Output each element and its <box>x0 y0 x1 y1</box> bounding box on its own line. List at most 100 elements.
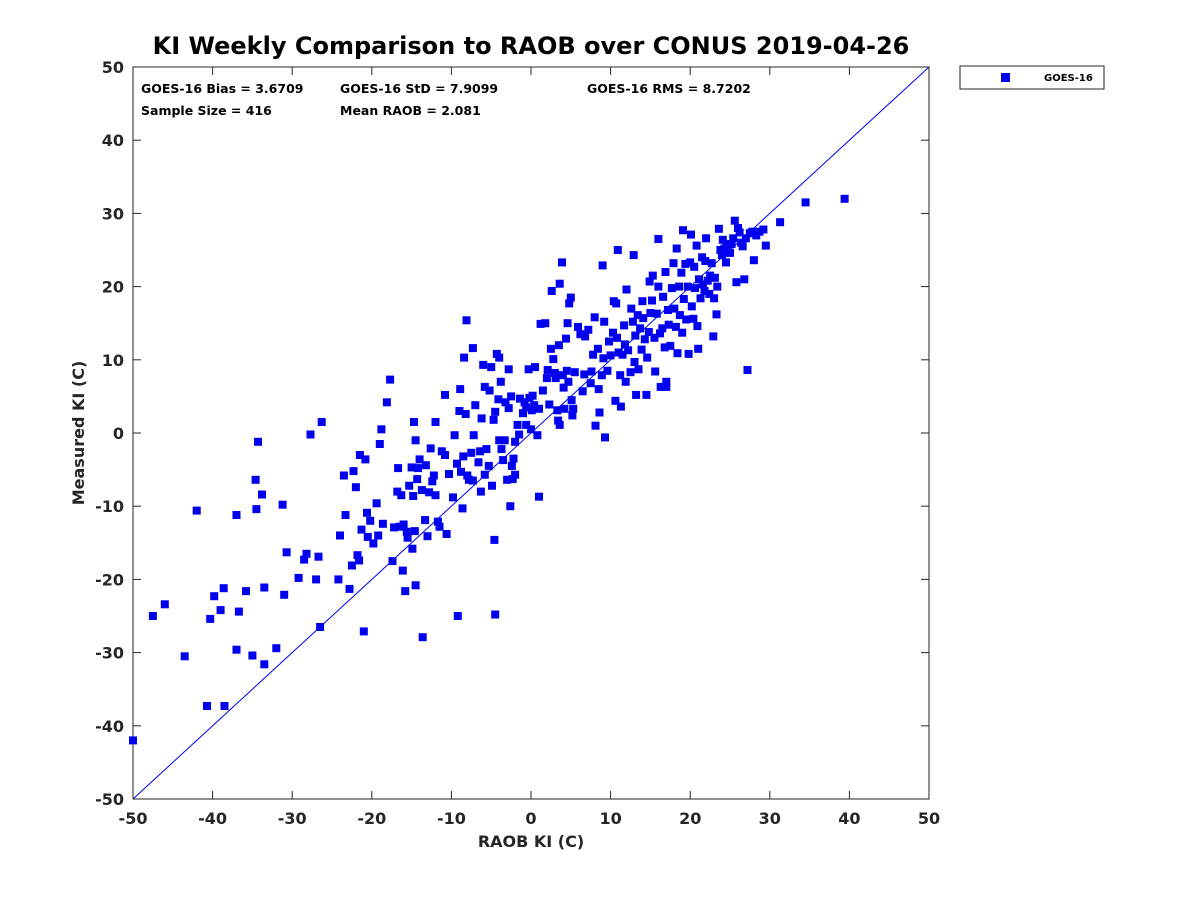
data-point <box>640 335 649 344</box>
data-point <box>550 369 559 377</box>
data-point <box>706 271 715 280</box>
data-point <box>637 345 646 354</box>
data-point <box>598 261 607 270</box>
data-point <box>513 420 522 429</box>
data-point <box>689 314 698 323</box>
data-point <box>613 246 622 254</box>
data-point <box>248 651 257 660</box>
data-point <box>374 531 383 540</box>
data-point <box>666 341 675 350</box>
data-point <box>372 499 381 508</box>
data-point <box>504 404 513 413</box>
data-point <box>643 353 652 362</box>
legend: GOES-16 <box>959 65 1105 90</box>
data-point <box>581 332 590 341</box>
data-point <box>251 475 260 484</box>
data-point <box>399 520 408 529</box>
legend-marker <box>1001 73 1010 82</box>
data-point <box>586 379 595 388</box>
data-point <box>651 367 660 376</box>
data-point <box>314 552 323 561</box>
data-point <box>449 493 457 502</box>
data-point <box>363 508 371 517</box>
data-point <box>569 404 578 413</box>
data-point <box>726 248 734 257</box>
data-point <box>535 404 543 413</box>
data-point <box>701 257 710 265</box>
data-point <box>605 337 613 346</box>
data-point <box>496 377 505 386</box>
data-point <box>386 375 395 384</box>
data-point <box>570 368 579 377</box>
data-point <box>341 511 350 519</box>
data-point <box>702 234 711 243</box>
data-point <box>656 382 665 391</box>
data-point <box>491 407 500 416</box>
data-point <box>554 341 563 350</box>
data-point <box>730 216 739 225</box>
data-point <box>477 414 486 423</box>
y-tick-label: 0 <box>113 424 124 443</box>
data-point <box>413 475 422 484</box>
data-point <box>421 461 430 470</box>
data-point <box>648 271 657 280</box>
x-tick-label: 40 <box>838 809 860 828</box>
data-point <box>488 481 496 490</box>
data-point <box>300 555 309 564</box>
data-point <box>547 287 556 295</box>
data-point <box>441 390 449 399</box>
data-point <box>491 610 500 619</box>
stat-mean-raob: Mean RAOB = 2.081 <box>340 103 481 118</box>
data-point <box>411 581 420 590</box>
data-point <box>624 346 633 355</box>
data-point <box>660 343 669 352</box>
data-point <box>459 452 468 461</box>
data-point <box>423 532 432 541</box>
data-point <box>476 487 485 496</box>
data-point <box>397 491 406 500</box>
data-point <box>584 325 593 334</box>
data-point <box>361 455 370 464</box>
data-point <box>363 532 372 541</box>
data-point <box>538 386 547 395</box>
data-point <box>192 506 201 515</box>
x-tick-label: -50 <box>119 809 148 828</box>
data-point <box>530 401 539 410</box>
data-point <box>631 331 640 340</box>
data-point <box>417 486 426 495</box>
data-point <box>479 360 488 369</box>
x-tick-label: 0 <box>525 809 536 828</box>
data-point <box>461 410 470 418</box>
data-point <box>232 511 241 519</box>
data-point <box>533 431 542 440</box>
data-point <box>555 279 564 288</box>
data-point <box>545 400 554 409</box>
data-point <box>732 278 741 287</box>
data-point <box>696 294 705 303</box>
data-point <box>687 230 695 239</box>
data-point <box>216 606 225 615</box>
data-point <box>357 525 366 534</box>
data-point <box>691 284 699 293</box>
data-point <box>219 584 228 593</box>
data-point <box>234 607 243 616</box>
data-point <box>414 464 422 473</box>
data-point <box>652 309 661 318</box>
data-point <box>515 394 524 403</box>
data-point <box>260 660 269 669</box>
data-point <box>669 259 678 268</box>
data-point <box>591 421 600 430</box>
data-point <box>662 382 671 391</box>
data-point <box>252 505 261 514</box>
y-tick-label: -30 <box>95 644 124 663</box>
x-tick-label: -20 <box>357 809 386 828</box>
data-point <box>654 282 663 291</box>
data-point <box>232 645 241 654</box>
data-point <box>636 324 645 333</box>
data-point <box>629 251 638 260</box>
data-point <box>741 234 750 243</box>
data-point <box>593 344 602 353</box>
data-point <box>535 492 543 501</box>
data-point <box>627 304 636 313</box>
data-point <box>621 377 630 386</box>
